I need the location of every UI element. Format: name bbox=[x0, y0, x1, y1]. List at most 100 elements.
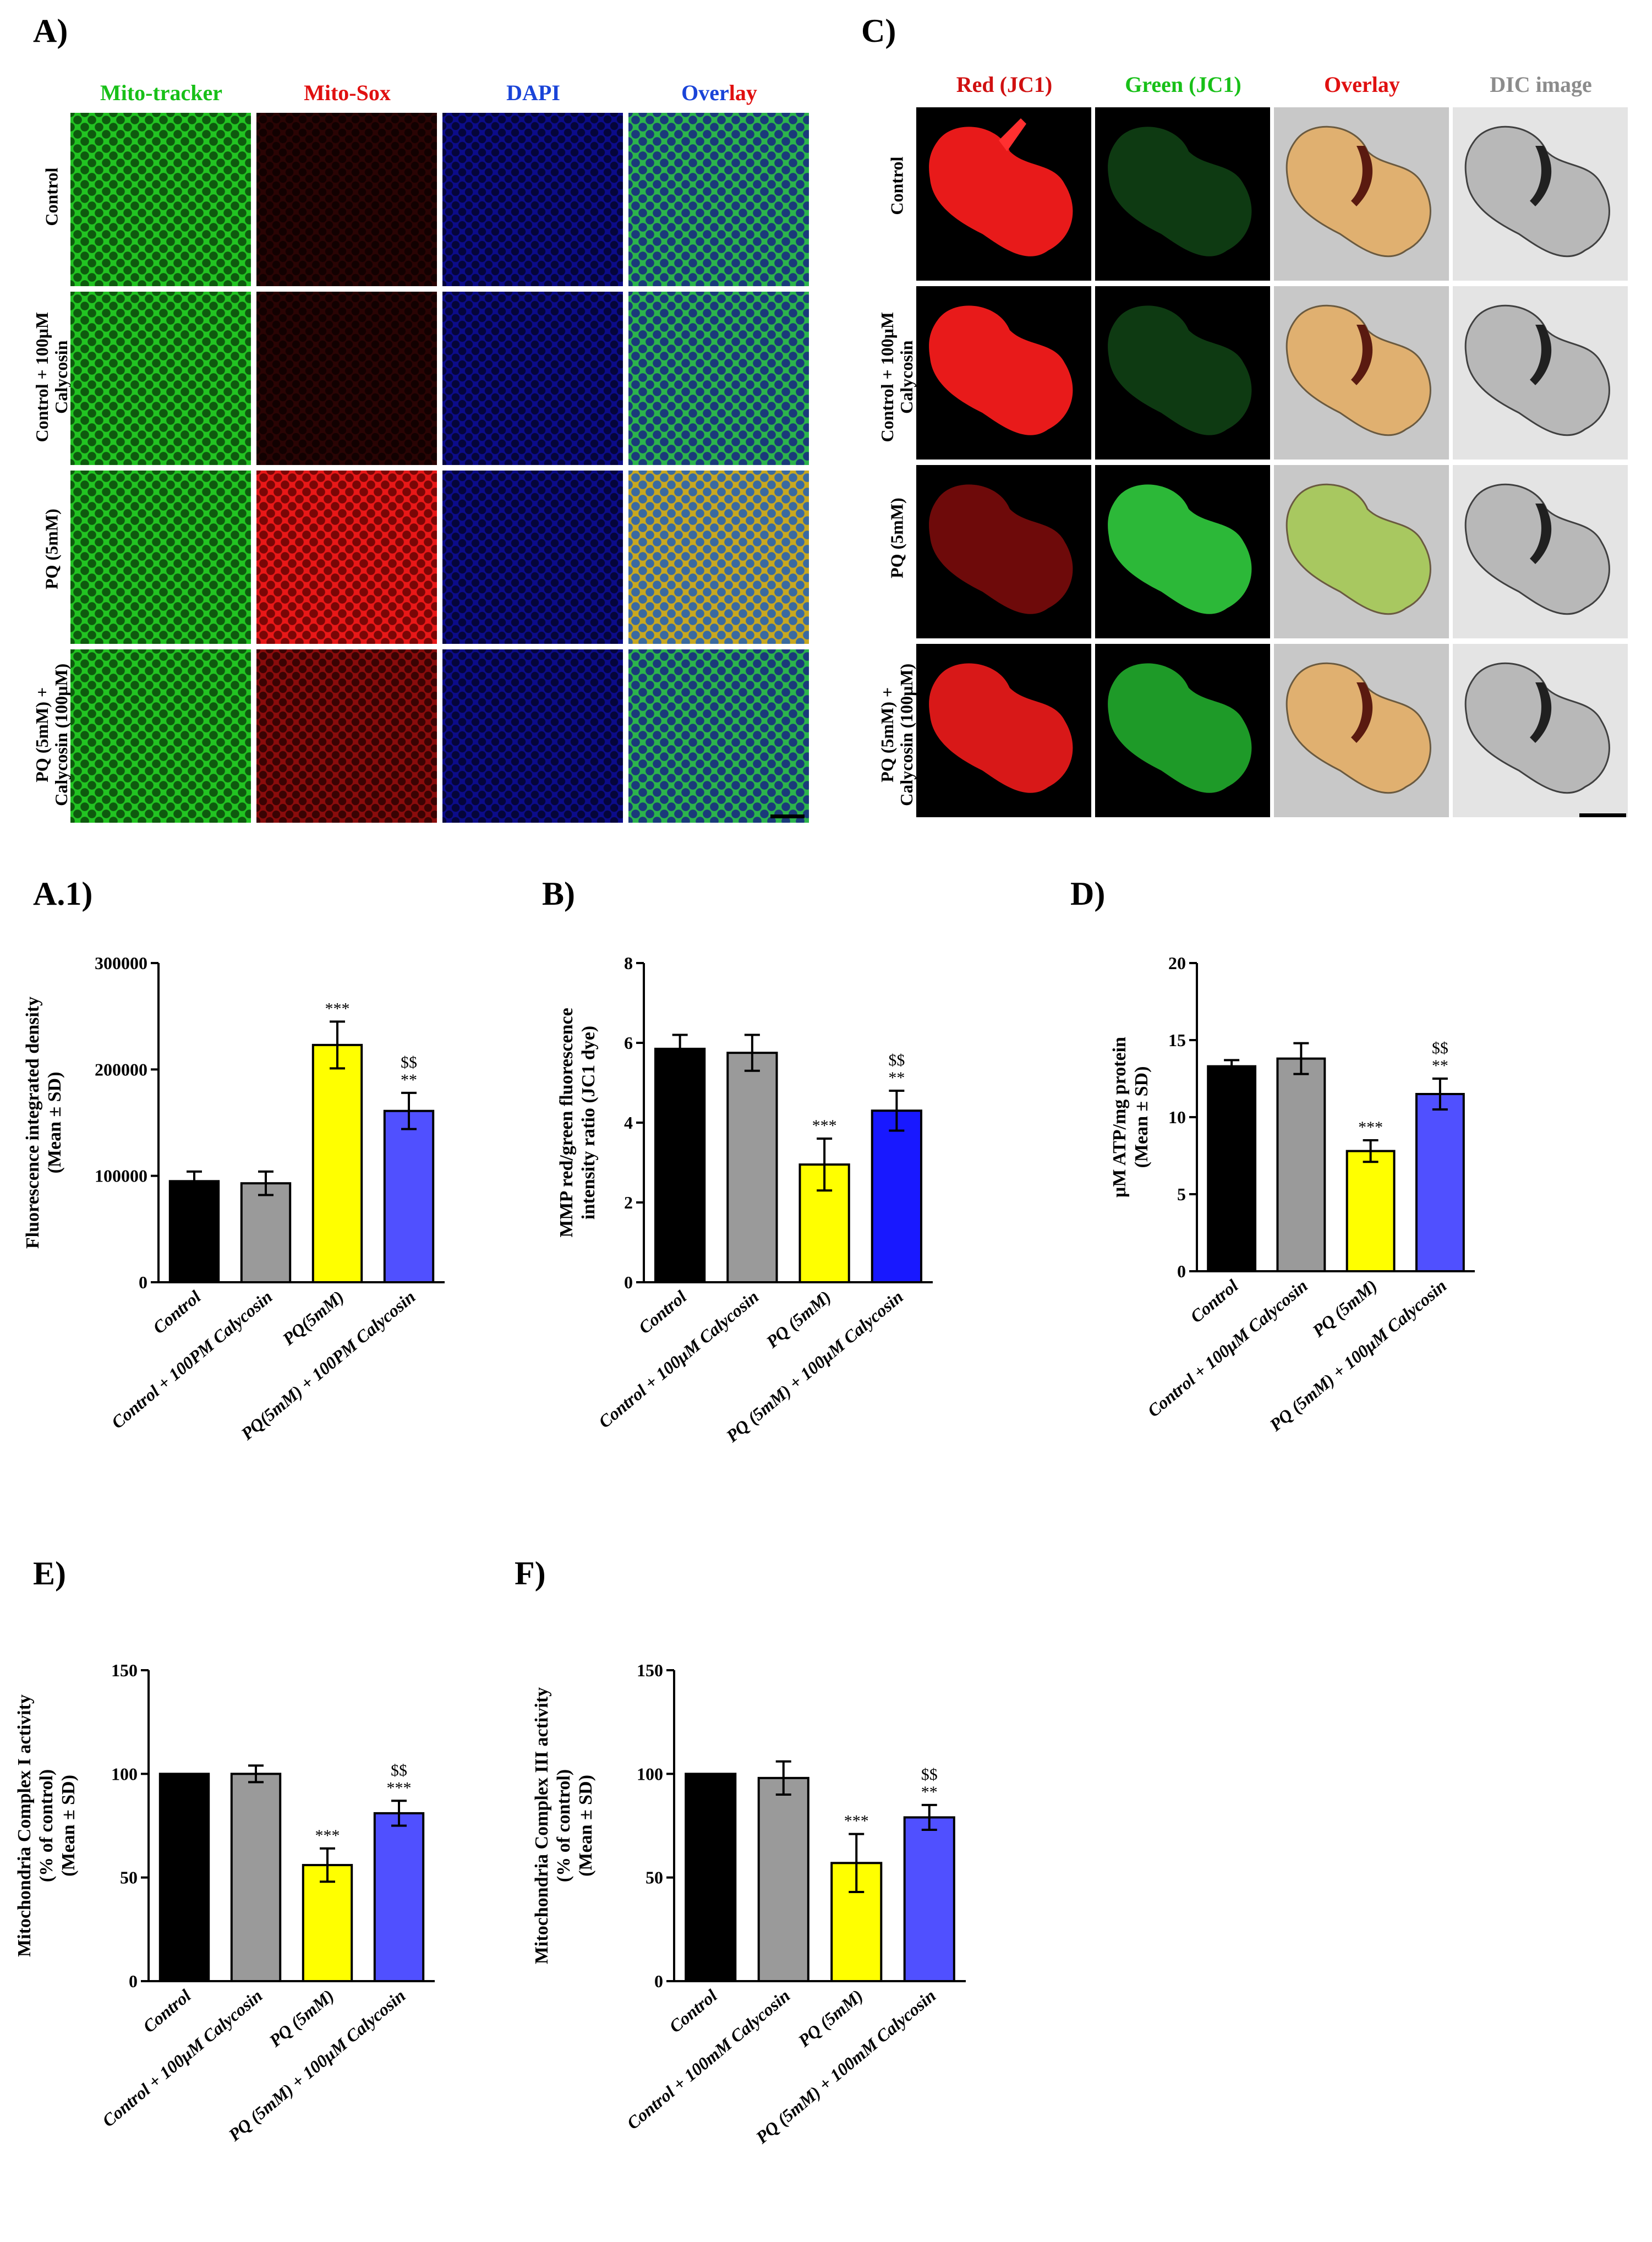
panel-a-scale-bar bbox=[770, 814, 805, 818]
y-axis-label-line: (Mean ± SD) bbox=[58, 1775, 79, 1877]
y-axis-label: μM ATP/mg protein (Mean ± SD) bbox=[1109, 1037, 1152, 1197]
y-axis-label: MMP red/green fluorescence intensity rati… bbox=[556, 1008, 599, 1237]
bar bbox=[1207, 1065, 1257, 1272]
panel-a-image-pq-calycosin-mitotracker bbox=[70, 649, 251, 823]
significance-marker: ** bbox=[921, 1783, 938, 1801]
bar bbox=[168, 1180, 220, 1284]
significance-marker: *** bbox=[325, 999, 350, 1018]
panel-a-image-pq-calycosin-dapi bbox=[442, 649, 623, 823]
bar bbox=[871, 1109, 922, 1283]
y-tick-label: 0 bbox=[624, 1272, 633, 1292]
panel-c-header-red: Red (JC1) bbox=[956, 72, 1053, 97]
y-tick-label: 150 bbox=[111, 1660, 138, 1680]
y-axis-label: Mitochondria Complex I activity (% of con… bbox=[14, 1694, 79, 1957]
panel-a-image-control-mitosox bbox=[256, 113, 437, 286]
y-axis-label-line: Mitochondria Complex III activity bbox=[532, 1687, 552, 1964]
y-tick-label: 10 bbox=[1168, 1107, 1186, 1127]
y-axis-label-line: Mitochondria Complex I activity bbox=[14, 1694, 35, 1957]
panel-c-image-control-dic bbox=[1453, 107, 1628, 281]
significance-marker-2: $$ bbox=[888, 1051, 905, 1069]
bar bbox=[1276, 1057, 1326, 1272]
panel-c-header-green: Green (JC1) bbox=[1125, 72, 1241, 97]
y-tick-label: 5 bbox=[1177, 1184, 1186, 1204]
chart-f-complex-iii: 0 50 100 150 Mitochondria Complex III activi… bbox=[532, 1660, 966, 2148]
y-axis-label-line: Fluorescence integrated density bbox=[23, 997, 43, 1249]
y-tick-label: 0 bbox=[654, 1971, 663, 1991]
x-category-label: PQ (5mM) bbox=[1308, 1276, 1381, 1341]
panel-a-image-pq-calycosin-mitosox bbox=[256, 649, 437, 823]
y-axis-label-line: (Mean ± SD) bbox=[576, 1775, 596, 1877]
bar bbox=[654, 1047, 706, 1283]
y-tick-label: 2 bbox=[624, 1193, 633, 1212]
significance-marker: *** bbox=[1358, 1118, 1383, 1136]
panel-c-image-pq-calycosin-dic bbox=[1453, 644, 1628, 817]
panel-c-image-pq-calycosin-green bbox=[1095, 644, 1270, 817]
y-tick-label: 8 bbox=[624, 953, 633, 973]
panel-a-header-mitotracker: Mito-tracker bbox=[100, 80, 223, 105]
y-axis-label-line: (Mean ± SD) bbox=[1131, 1067, 1152, 1168]
panel-a-header-mitosox: Mito-Sox bbox=[304, 80, 391, 105]
panel-c-row-label-pq-calycosin: PQ (5mM) + Calycosin (100μM) bbox=[877, 663, 916, 806]
bar bbox=[383, 1109, 435, 1283]
x-category-label: Control bbox=[634, 1287, 690, 1338]
panel-label-a1: A.1) bbox=[33, 876, 93, 912]
x-category-label: PQ(5mM) bbox=[278, 1287, 347, 1349]
panel-c-image-control-overlay bbox=[1274, 107, 1449, 281]
panel-c-image-calycosin-overlay bbox=[1274, 286, 1449, 460]
y-tick-label: 50 bbox=[646, 1868, 663, 1888]
y-tick-label: 150 bbox=[637, 1660, 663, 1680]
y-tick-label: 100 bbox=[637, 1764, 663, 1784]
x-category-label: PQ (5mM) bbox=[794, 1986, 867, 2051]
x-category-label: PQ (5mM) bbox=[762, 1287, 834, 1352]
panel-a-image-pq-overlay bbox=[628, 471, 809, 644]
y-axis-label-line: (% of control) bbox=[554, 1769, 574, 1882]
panel-a-header-dapi: DAPI bbox=[506, 80, 560, 105]
overlay-part1: Over bbox=[681, 80, 729, 105]
panel-a-image-control-dapi bbox=[442, 113, 623, 286]
significance-marker: *** bbox=[315, 1827, 340, 1845]
panel-c-image-calycosin-red bbox=[916, 286, 1091, 460]
bar bbox=[685, 1773, 737, 1982]
significance-marker-2: $$ bbox=[1432, 1039, 1448, 1057]
bar bbox=[757, 1776, 809, 1982]
x-category-label: Control bbox=[665, 1986, 721, 2037]
y-tick-label: 6 bbox=[624, 1033, 633, 1053]
panel-c-row-label-pq: PQ (5mM) bbox=[887, 497, 907, 578]
significance-marker: *** bbox=[812, 1117, 837, 1135]
y-axis-label: Fluorescence integrated density (Mean ± S… bbox=[23, 997, 65, 1249]
bar bbox=[726, 1052, 778, 1283]
bar bbox=[1415, 1093, 1465, 1272]
panel-c-row-label-calycosin: Control + 100μM Calycosin bbox=[877, 311, 916, 442]
chart-d-atp: 0 5 10 15 20 μM ATP/mg protein (Mean ± SD) Cont… bbox=[1109, 953, 1475, 1435]
y-axis-label: Mitochondria Complex III activity (% of c… bbox=[532, 1687, 596, 1964]
bar bbox=[302, 1864, 353, 1983]
x-category-label: Control bbox=[149, 1287, 205, 1338]
panel-c-image-pq-calycosin-red bbox=[916, 644, 1091, 817]
x-category-label: PQ (5mM) bbox=[265, 1986, 337, 2051]
panel-a-image-control-mitotracker bbox=[70, 113, 251, 286]
panel-a-image-calycosin-overlay bbox=[628, 292, 809, 465]
panel-a-image-pq-dapi bbox=[442, 471, 623, 644]
bar bbox=[230, 1773, 282, 1982]
y-tick-label: 300000 bbox=[95, 953, 147, 973]
panel-a-image-pq-calycosin-overlay bbox=[628, 649, 809, 823]
y-axis-label-line: (% of control) bbox=[36, 1769, 57, 1882]
panel-a-row-label-pq: PQ (5mM) bbox=[41, 508, 62, 589]
panel-c-image-pq-green bbox=[1095, 465, 1270, 638]
y-tick-label: 200000 bbox=[95, 1059, 147, 1079]
panel-c-image-control-red bbox=[916, 107, 1091, 281]
panel-a-image-pq-mitotracker bbox=[70, 471, 251, 644]
panel-c-image-control-green bbox=[1095, 107, 1270, 281]
y-tick-label: 100000 bbox=[95, 1166, 147, 1186]
y-axis-label-line: MMP red/green fluorescence bbox=[556, 1008, 577, 1237]
panel-a-row-label-control: Control bbox=[41, 167, 62, 226]
significance-marker-2: $$ bbox=[391, 1761, 407, 1779]
panel-c-header-dic: DIC image bbox=[1490, 72, 1592, 97]
panel-label-c: C) bbox=[861, 13, 896, 49]
bar bbox=[1345, 1150, 1396, 1272]
panel-c-row-label-control: Control bbox=[887, 156, 907, 215]
y-axis-label-line: (Mean ± SD) bbox=[45, 1072, 65, 1174]
bar bbox=[240, 1182, 292, 1284]
bar bbox=[158, 1773, 210, 1982]
panel-c-scale-bar bbox=[1579, 813, 1626, 817]
